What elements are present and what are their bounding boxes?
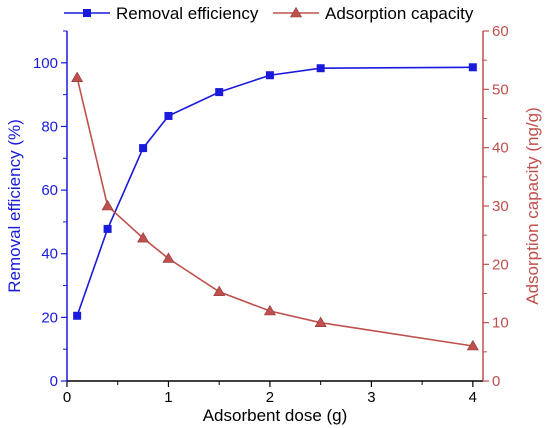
right-tick-label: 40: [492, 140, 509, 157]
left-tick-label: 80: [41, 118, 58, 135]
legend-marker-0: [83, 9, 91, 17]
data-point: [164, 111, 173, 120]
legend-label-0: Removal efficiency: [116, 4, 259, 23]
data-point: [314, 316, 327, 327]
x-tick-label: 0: [63, 389, 71, 406]
data-point: [213, 285, 226, 297]
x-tick-label: 2: [266, 389, 274, 406]
data-point: [137, 231, 150, 243]
x-axis-title: Adsorbent dose (g): [203, 406, 348, 425]
right-tick-label: 50: [492, 81, 509, 98]
data-point: [215, 88, 224, 97]
data-point: [265, 71, 274, 80]
data-point: [73, 311, 82, 320]
data-point: [139, 144, 148, 153]
series-line-1: [76, 77, 473, 347]
data-point: [466, 339, 479, 351]
right-tick-label: 30: [492, 198, 509, 215]
data-point: [316, 64, 325, 73]
left-tick-label: 100: [33, 55, 58, 72]
data-point: [263, 304, 276, 316]
x-tick-label: 1: [164, 389, 172, 406]
x-tick-label: 3: [367, 389, 375, 406]
right-tick-label: 20: [492, 256, 509, 273]
left-tick-label: 60: [41, 182, 58, 199]
right-tick-label: 0: [492, 373, 500, 390]
right-tick-label: 10: [492, 315, 509, 332]
legend-marker-1: [289, 6, 303, 18]
data-point: [468, 63, 477, 72]
data-point: [71, 71, 84, 82]
axes: 0 1 2 3 40204060801000102030405060Adsorbent …: [5, 23, 542, 425]
right-axis-title: Adsorption capacity (ng/g): [523, 107, 542, 305]
data-point: [101, 199, 114, 211]
legend-label-1: Adsorption capacity: [325, 4, 474, 23]
data-point: [162, 252, 175, 263]
series-line-0: [76, 66, 473, 317]
left-axis-title: Removal efficiency (%): [5, 119, 24, 293]
marks: [71, 63, 479, 351]
right-tick-label: 60: [492, 23, 509, 40]
left-tick-label: 40: [41, 246, 58, 263]
x-tick-label: 4: [469, 389, 477, 406]
left-tick-label: 0: [50, 373, 58, 390]
data-point: [103, 224, 112, 233]
left-tick-label: 20: [41, 309, 58, 326]
legend: Removal efficiency Adsorption capacity: [64, 4, 474, 23]
